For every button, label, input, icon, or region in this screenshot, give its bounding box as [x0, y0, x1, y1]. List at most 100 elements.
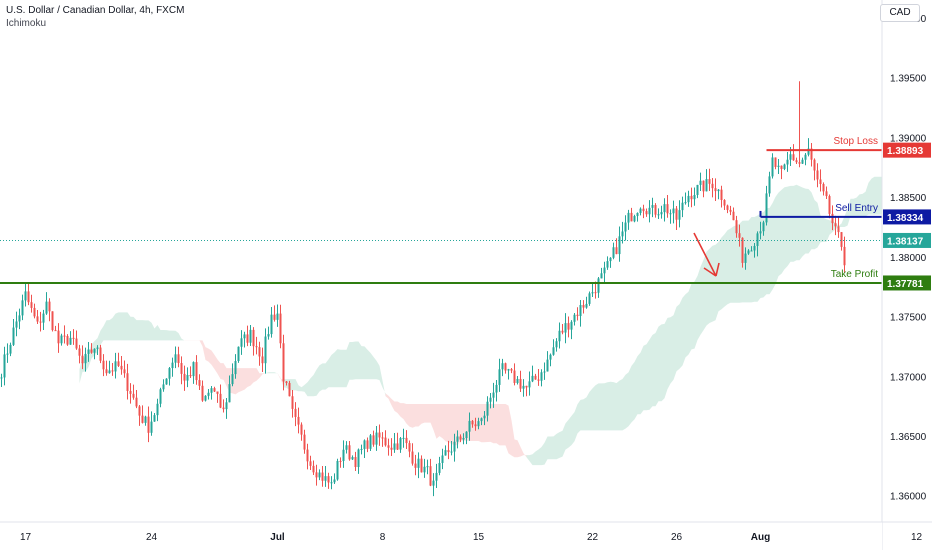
candle-body — [30, 302, 33, 308]
candle — [396, 432, 399, 450]
candle — [690, 187, 693, 208]
candle — [324, 466, 327, 487]
price-axis-bg — [882, 0, 932, 550]
cloud-bearish — [277, 373, 284, 388]
candle-body — [177, 354, 180, 364]
candle-body — [399, 438, 402, 450]
candle-body — [816, 170, 819, 180]
candle-body — [276, 313, 279, 320]
candle — [150, 411, 153, 436]
candle-body — [834, 223, 837, 227]
candle — [744, 247, 747, 270]
candle-body — [366, 440, 369, 449]
candle-body — [258, 347, 261, 357]
candle — [180, 356, 183, 385]
candle-body — [498, 369, 501, 385]
candle-body — [819, 179, 822, 185]
candle — [387, 438, 390, 456]
candle — [426, 459, 429, 475]
candle-body — [633, 216, 636, 222]
candle-body — [678, 210, 681, 220]
candle — [330, 476, 333, 490]
candle — [813, 158, 816, 181]
candle-body — [348, 445, 351, 460]
candle — [687, 190, 690, 207]
candle — [594, 281, 597, 299]
candle-body — [99, 347, 102, 361]
candle-body — [138, 406, 141, 416]
candle-body — [408, 443, 411, 452]
candle-body — [201, 385, 204, 401]
candle — [66, 334, 69, 346]
candle-body — [753, 245, 756, 251]
candle — [252, 327, 255, 356]
candle-body — [777, 165, 780, 167]
candle — [69, 331, 72, 345]
candle — [339, 457, 342, 468]
candle — [642, 204, 645, 219]
candle-body — [594, 292, 597, 294]
candle — [63, 325, 66, 344]
candle-body — [804, 154, 807, 160]
candle-body — [81, 355, 84, 364]
candle — [792, 144, 795, 161]
candle-body — [555, 341, 558, 348]
candle — [780, 165, 783, 180]
candle — [819, 169, 822, 192]
candle-body — [168, 368, 171, 379]
candle — [807, 138, 810, 157]
candle-body — [660, 212, 663, 215]
candle — [720, 185, 723, 208]
y-tick-label: 1.37500 — [890, 313, 927, 324]
candle — [90, 343, 93, 354]
candle-body — [270, 314, 273, 335]
x-tick-label: 26 — [671, 532, 683, 543]
candle — [558, 322, 561, 349]
candle-body — [120, 365, 123, 370]
candle-body — [786, 159, 789, 165]
candle — [555, 338, 558, 352]
candle — [51, 311, 54, 332]
candle-body — [762, 222, 765, 232]
candle — [234, 354, 237, 379]
candle — [432, 473, 435, 497]
candle — [267, 326, 270, 340]
candle — [615, 238, 618, 255]
y-tick-label: 1.37000 — [890, 372, 927, 383]
candle-body — [171, 362, 174, 369]
candle-body — [360, 448, 363, 450]
candle — [285, 381, 288, 386]
candle — [255, 336, 258, 355]
candle — [681, 196, 684, 218]
candle — [297, 407, 300, 434]
cloud-bullish — [526, 172, 923, 466]
currency-badge[interactable]: CAD — [880, 4, 920, 22]
candle-body — [129, 390, 132, 394]
candle-body — [618, 236, 621, 255]
candle — [279, 304, 282, 349]
candle-body — [225, 402, 228, 410]
candle — [375, 426, 378, 451]
candle-body — [405, 437, 408, 444]
candle — [357, 448, 360, 474]
x-tick-label: 24 — [146, 532, 158, 543]
candle — [768, 171, 771, 197]
price-tag-bg — [883, 275, 931, 291]
candle-body — [828, 196, 831, 214]
candle — [33, 303, 36, 319]
candle — [189, 366, 192, 378]
x-tick-label: 8 — [380, 532, 386, 543]
candle-body — [477, 421, 480, 427]
candle — [393, 433, 396, 453]
candle-body — [114, 361, 117, 372]
candle — [501, 358, 504, 377]
candle-body — [681, 202, 684, 211]
candle — [225, 397, 228, 419]
candle-body — [402, 437, 405, 439]
candle — [183, 365, 186, 391]
candle-body — [585, 303, 588, 308]
candle — [123, 360, 126, 378]
candle-body — [351, 457, 354, 460]
